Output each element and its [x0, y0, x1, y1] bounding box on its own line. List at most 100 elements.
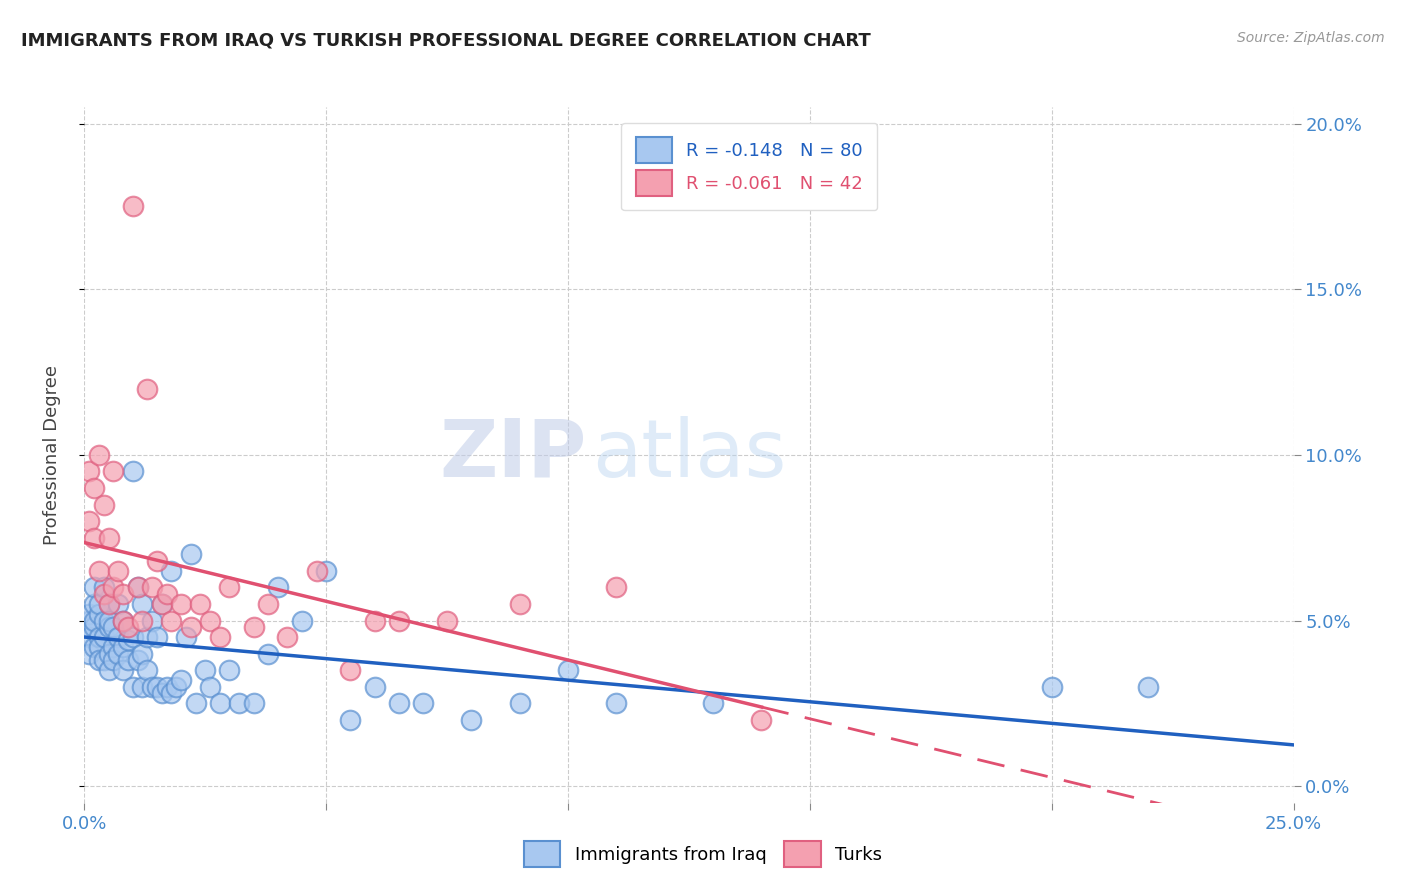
Point: [146, 554, 169, 568]
Point: [112, 587, 135, 601]
Point: [103, 640, 125, 654]
Point: [127, 581, 149, 595]
Point: [127, 653, 149, 667]
Point: [315, 564, 337, 578]
Point: [155, 587, 177, 601]
Point: [117, 653, 139, 667]
Point: [77, 514, 100, 528]
Point: [127, 581, 149, 595]
Point: [150, 686, 173, 700]
Point: [291, 614, 314, 628]
Point: [208, 630, 231, 644]
Point: [388, 614, 411, 628]
Point: [112, 663, 135, 677]
Point: [170, 597, 193, 611]
Point: [131, 680, 153, 694]
Point: [363, 680, 385, 694]
Point: [107, 647, 129, 661]
Point: [93, 498, 115, 512]
Point: [87, 448, 110, 462]
Point: [267, 581, 290, 595]
Point: [87, 640, 110, 654]
Point: [509, 597, 531, 611]
Point: [605, 697, 627, 711]
Point: [388, 697, 411, 711]
Point: [83, 640, 105, 654]
Point: [87, 607, 110, 621]
Point: [242, 697, 264, 711]
Point: [131, 614, 153, 628]
Point: [136, 663, 159, 677]
Point: [150, 597, 173, 611]
Point: [1040, 680, 1063, 694]
Point: [77, 647, 100, 661]
Point: [117, 633, 139, 648]
Point: [257, 597, 280, 611]
Point: [83, 481, 105, 495]
Point: [412, 697, 434, 711]
Text: Source: ZipAtlas.com: Source: ZipAtlas.com: [1237, 31, 1385, 45]
Point: [150, 597, 173, 611]
Point: [77, 630, 100, 644]
Point: [107, 564, 129, 578]
Point: [131, 597, 153, 611]
Point: [180, 620, 202, 634]
Point: [77, 607, 100, 621]
Point: [460, 713, 482, 727]
Point: [184, 697, 207, 711]
Point: [751, 713, 773, 727]
Text: ZIP: ZIP: [439, 416, 586, 494]
Point: [305, 564, 328, 578]
Point: [160, 564, 183, 578]
Point: [276, 630, 298, 644]
Point: [97, 531, 120, 545]
Point: [509, 697, 531, 711]
Point: [103, 620, 125, 634]
Point: [208, 697, 231, 711]
Point: [103, 653, 125, 667]
Point: [170, 673, 193, 688]
Point: [83, 614, 105, 628]
Point: [87, 564, 110, 578]
Point: [146, 630, 169, 644]
Point: [97, 620, 120, 634]
Point: [557, 663, 579, 677]
Point: [339, 713, 361, 727]
Point: [83, 620, 105, 634]
Text: atlas: atlas: [592, 416, 786, 494]
Point: [121, 465, 143, 479]
Point: [93, 614, 115, 628]
Point: [103, 465, 125, 479]
Point: [97, 597, 120, 611]
Point: [160, 614, 183, 628]
Point: [436, 614, 458, 628]
Point: [87, 597, 110, 611]
Point: [97, 663, 120, 677]
Point: [174, 630, 197, 644]
Point: [136, 382, 159, 396]
Point: [141, 680, 163, 694]
Point: [339, 663, 361, 677]
Point: [218, 663, 240, 677]
Point: [141, 614, 163, 628]
Point: [242, 620, 264, 634]
Point: [112, 614, 135, 628]
Point: [83, 597, 105, 611]
Point: [121, 630, 143, 644]
Point: [155, 680, 177, 694]
Point: [107, 630, 129, 644]
Point: [77, 614, 100, 628]
Point: [93, 630, 115, 644]
Point: [165, 680, 187, 694]
Point: [228, 697, 250, 711]
Point: [97, 614, 120, 628]
Point: [198, 614, 221, 628]
Point: [117, 620, 139, 634]
Point: [136, 630, 159, 644]
Point: [83, 531, 105, 545]
Point: [605, 581, 627, 595]
Legend: R = -0.148   N = 80, R = -0.061   N = 42: R = -0.148 N = 80, R = -0.061 N = 42: [621, 123, 877, 211]
Point: [180, 547, 202, 561]
Point: [198, 680, 221, 694]
Point: [87, 653, 110, 667]
